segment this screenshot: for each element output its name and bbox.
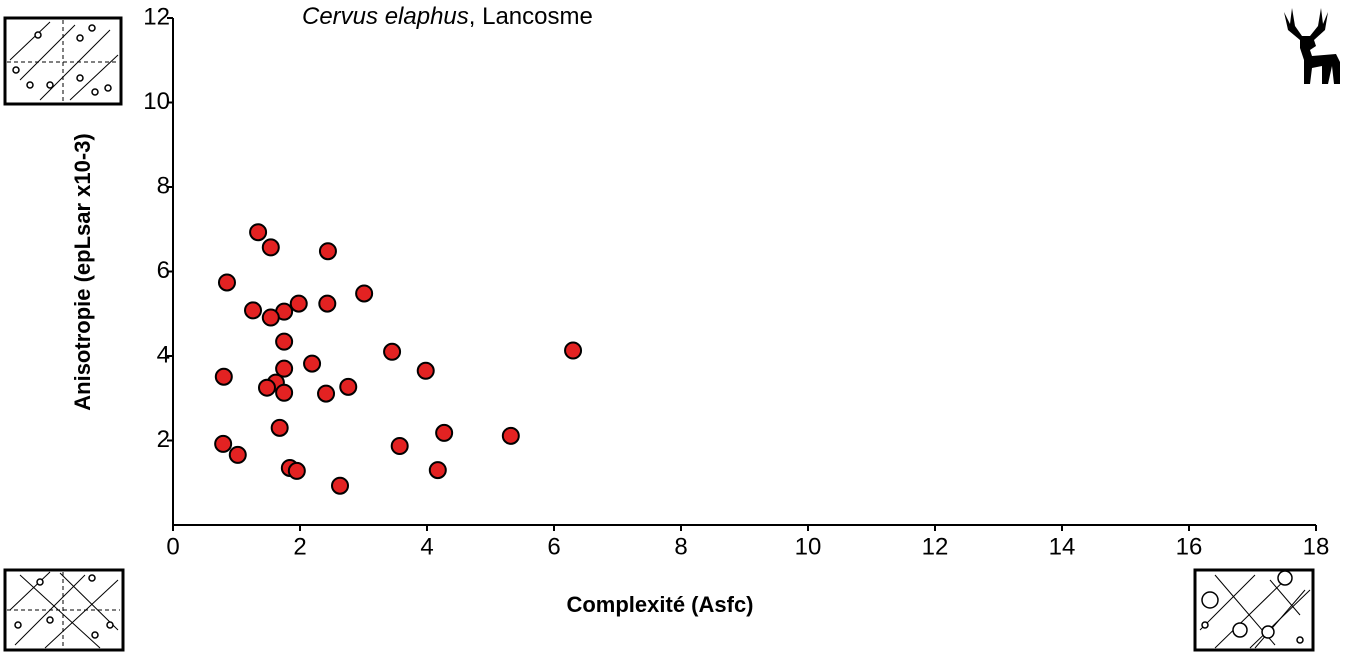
y-tick-label: 8 bbox=[157, 172, 170, 199]
point bbox=[217, 273, 236, 292]
point bbox=[428, 461, 447, 480]
point bbox=[289, 294, 308, 313]
x-tick-label: 6 bbox=[547, 533, 560, 560]
point bbox=[257, 378, 276, 397]
y-axis-label: Anisotropie (epLsar x10-3) bbox=[70, 133, 95, 411]
x-tick-label: 12 bbox=[922, 533, 949, 560]
x-tick-label: 16 bbox=[1176, 533, 1203, 560]
texture-icon bbox=[3, 16, 123, 106]
x-tick-label: 8 bbox=[674, 533, 687, 560]
point bbox=[339, 377, 358, 396]
title-site: , Lancosme bbox=[469, 3, 593, 30]
point bbox=[270, 418, 289, 437]
x-tick-label: 0 bbox=[166, 533, 179, 560]
point bbox=[261, 308, 280, 327]
point bbox=[275, 332, 294, 351]
point bbox=[214, 434, 233, 453]
x-tick-label: 2 bbox=[293, 533, 306, 560]
point bbox=[501, 426, 520, 445]
y-tick-label: 12 bbox=[143, 3, 170, 30]
texture-icon bbox=[1193, 568, 1315, 652]
point bbox=[228, 445, 247, 464]
point bbox=[317, 384, 336, 403]
point bbox=[416, 361, 435, 380]
point bbox=[435, 423, 454, 442]
point bbox=[214, 367, 233, 386]
point bbox=[303, 354, 322, 373]
x-tick-label: 18 bbox=[1303, 533, 1330, 560]
x-tick-label: 4 bbox=[420, 533, 433, 560]
point bbox=[261, 238, 280, 257]
x-axis-label: Complexité (Asfc) bbox=[566, 592, 753, 617]
x-tick-label: 10 bbox=[795, 533, 822, 560]
point bbox=[383, 342, 402, 361]
point bbox=[318, 242, 337, 261]
point bbox=[331, 476, 350, 495]
x-tick-label: 14 bbox=[1049, 533, 1076, 560]
y-tick-label: 4 bbox=[157, 341, 170, 368]
point bbox=[390, 436, 409, 455]
y-tick-label: 10 bbox=[143, 88, 170, 115]
chart-title: Cervus elaphus, Lancosme bbox=[302, 3, 593, 30]
point bbox=[249, 223, 268, 242]
deer-icon bbox=[1284, 8, 1340, 84]
point bbox=[287, 461, 306, 480]
point bbox=[318, 294, 337, 313]
point bbox=[244, 301, 263, 320]
point bbox=[275, 383, 294, 402]
y-tick-label: 2 bbox=[157, 426, 170, 453]
title-species: Cervus elaphus bbox=[302, 3, 469, 30]
point bbox=[355, 284, 374, 303]
y-tick-label: 6 bbox=[157, 257, 170, 284]
point bbox=[564, 341, 583, 360]
texture-icon bbox=[3, 568, 125, 652]
point bbox=[275, 359, 294, 378]
